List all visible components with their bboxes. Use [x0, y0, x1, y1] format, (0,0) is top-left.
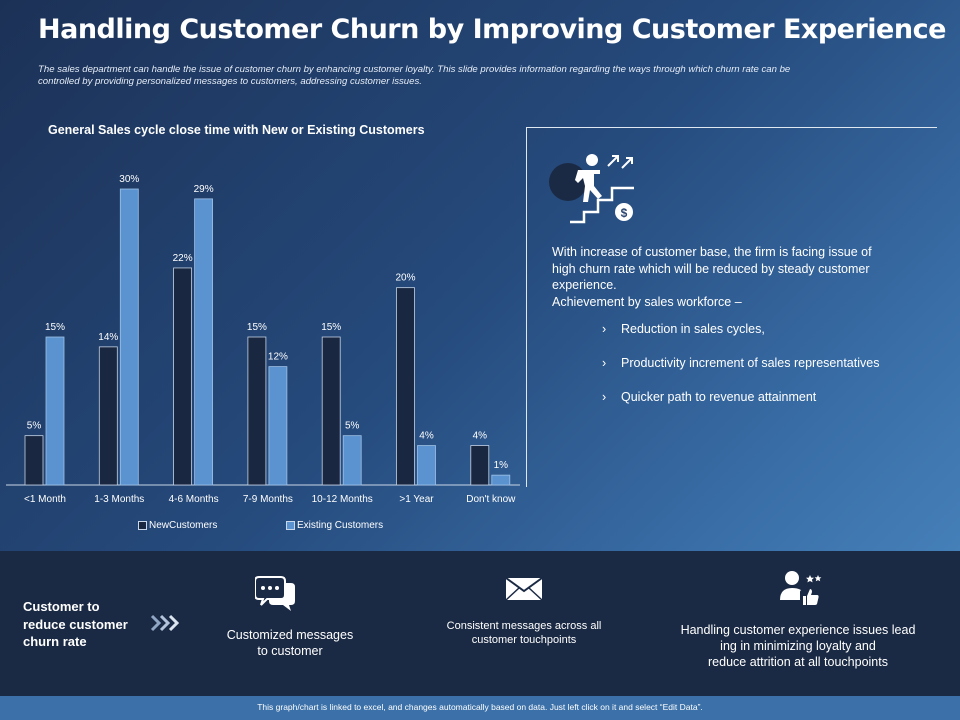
label-line: Customer to	[23, 599, 100, 614]
bullet-chevron-icon: ›	[602, 322, 607, 336]
chart-title: General Sales cycle close time with New …	[48, 123, 425, 137]
bottom-item-text: Handling customer experience issues lead…	[652, 622, 944, 670]
text-line: Handling customer experience issues lead	[680, 623, 916, 637]
data-label-new: 5%	[27, 421, 42, 432]
data-label-existing: 15%	[45, 322, 65, 333]
chevron-arrows-icon	[150, 614, 180, 632]
data-label-new: 20%	[395, 273, 415, 284]
label-line: churn rate	[23, 634, 87, 649]
bottom-section-label: Customer to reduce customer churn rate	[23, 598, 163, 651]
bar-new	[321, 336, 341, 486]
text-line: reduce attrition at all touchpoints	[708, 655, 888, 669]
data-label-existing: 4%	[419, 431, 434, 442]
bottom-item-text: Customized messages to customer	[180, 627, 400, 659]
x-tick-label: 4-6 Months	[169, 494, 219, 505]
subtitle-line: The sales department can handle the issu…	[38, 64, 791, 75]
bullet-chevron-icon: ›	[602, 356, 607, 370]
svg-text:$: $	[621, 206, 628, 220]
legend-swatch-existing	[286, 521, 295, 530]
bar-existing	[119, 188, 139, 486]
data-label-new: 22%	[173, 253, 193, 264]
bar-existing	[491, 474, 511, 486]
data-label-existing: 5%	[345, 421, 360, 432]
description-line: experience.	[552, 278, 617, 292]
bar-existing	[417, 445, 436, 486]
climbing-stairs-icon: $	[549, 154, 634, 224]
footer-note: This graph/chart is linked to excel, and…	[0, 696, 960, 720]
bar-new	[24, 435, 44, 486]
list-item-text: Reduction in sales cycles,	[621, 322, 765, 336]
panel-divider-vertical	[526, 127, 527, 487]
chat-bubbles-icon	[255, 576, 295, 611]
bar-existing	[268, 366, 288, 486]
page-title: Handling Customer Churn by Improving Cus…	[38, 14, 946, 45]
bar-new	[98, 346, 118, 486]
label-line: reduce customer	[23, 616, 128, 632]
legend-item-existing: Existing Customers	[286, 520, 383, 531]
list-item-text: Quicker path to revenue attainment	[621, 390, 817, 404]
legend-label-existing: Existing Customers	[297, 520, 384, 531]
legend-swatch-new	[138, 521, 147, 530]
x-tick-label: <1 Month	[24, 494, 66, 505]
user-thumbs-up-icon	[780, 571, 822, 606]
bottom-item-text: Consistent messages across all customer …	[420, 620, 628, 647]
list-item: › Quicker path to revenue attainment	[602, 390, 816, 404]
envelope-icon	[505, 577, 543, 601]
x-tick-label: Don't know	[466, 494, 516, 505]
bar-existing	[45, 336, 65, 486]
bar-new	[173, 267, 193, 486]
bar-chart: 5% 15% <1 Month 14% 30% 1-3 Months 22% 29% 4-6 M…	[6, 174, 520, 505]
subtitle-line: controlled by providing personalized mes…	[38, 76, 422, 87]
bar-new	[470, 445, 490, 486]
bar-new	[247, 336, 267, 486]
list-item: › Productivity increment of sales represe…	[602, 356, 879, 370]
data-label-new: 15%	[247, 322, 267, 333]
description-line: Achievement by sales workforce –	[552, 294, 742, 309]
data-label-new: 15%	[321, 322, 341, 333]
description-line: high churn rate which will be reduced by…	[552, 261, 870, 276]
data-label-existing: 1%	[494, 460, 509, 471]
text-line: customer touchpoints	[471, 633, 577, 646]
x-tick-label: >1 Year	[399, 494, 434, 505]
text-line: Consistent messages across all	[446, 620, 602, 632]
legend-item-new: NewCustomers	[138, 520, 217, 531]
bar-new	[396, 287, 415, 486]
legend-label-new: NewCustomers	[149, 520, 218, 531]
bar-existing	[342, 435, 362, 486]
x-tick-label: 7-9 Months	[243, 494, 293, 505]
bullet-chevron-icon: ›	[602, 390, 607, 404]
panel-divider	[526, 127, 937, 128]
list-item-text: Productivity increment of sales represen…	[621, 356, 880, 370]
x-tick-label: 1-3 Months	[94, 494, 144, 505]
text-line: to customer	[257, 644, 323, 658]
list-item: › Reduction in sales cycles,	[602, 322, 765, 336]
x-tick-label: 10-12 Months	[312, 494, 373, 505]
data-label-new: 4%	[473, 431, 488, 442]
description-line: With increase of customer base, the firm…	[552, 245, 872, 259]
page-subtitle: The sales department can handle the issu…	[38, 64, 898, 88]
churn-description: With increase of customer base, the firm…	[552, 244, 922, 310]
data-label-existing: 29%	[194, 184, 214, 195]
data-label-existing: 30%	[119, 174, 139, 185]
bar-existing	[194, 198, 214, 486]
text-line: Customized messages	[226, 628, 354, 642]
data-label-new: 14%	[98, 332, 118, 343]
data-label-existing: 12%	[268, 352, 288, 363]
text-line: ing in minimizing loyalty and	[720, 639, 876, 653]
